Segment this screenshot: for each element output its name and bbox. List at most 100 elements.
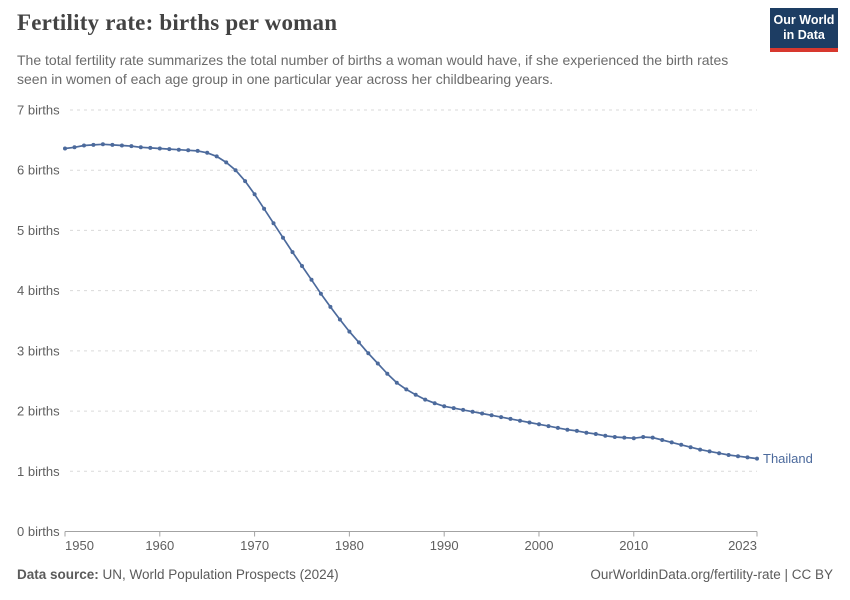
data-point[interactable]: [356, 340, 361, 345]
data-point[interactable]: [489, 413, 494, 418]
data-point[interactable]: [404, 387, 409, 392]
data-point[interactable]: [366, 351, 371, 356]
y-axis-tick-label: 0 births: [17, 524, 60, 539]
data-point[interactable]: [186, 148, 191, 153]
data-point[interactable]: [262, 206, 267, 211]
data-point[interactable]: [375, 361, 380, 366]
data-point[interactable]: [176, 147, 181, 152]
data-point[interactable]: [669, 440, 674, 445]
data-source-label: Data source:: [17, 567, 99, 582]
x-axis-tick-label: 1950: [65, 538, 94, 553]
data-point[interactable]: [555, 425, 560, 430]
x-axis-tick-label: 1980: [335, 538, 364, 553]
data-point[interactable]: [593, 432, 598, 436]
data-point[interactable]: [698, 447, 703, 452]
data-point[interactable]: [72, 145, 77, 150]
owid-logo: Our World in Data: [770, 8, 838, 52]
data-point[interactable]: [243, 179, 248, 184]
data-point[interactable]: [612, 435, 617, 439]
data-point[interactable]: [660, 438, 665, 442]
data-point[interactable]: [318, 291, 323, 296]
data-point[interactable]: [546, 424, 551, 429]
data-point[interactable]: [167, 147, 172, 152]
data-point[interactable]: [205, 150, 210, 155]
data-point[interactable]: [157, 146, 162, 151]
data-point[interactable]: [110, 142, 115, 147]
data-point[interactable]: [745, 455, 750, 460]
data-point[interactable]: [527, 420, 532, 425]
x-axis-tick-label: 1960: [145, 538, 174, 553]
data-point[interactable]: [461, 407, 466, 412]
x-axis-tick-label: 2010: [619, 538, 648, 553]
y-axis-tick-label: 1 births: [17, 464, 60, 479]
data-point[interactable]: [518, 418, 522, 423]
data-point[interactable]: [451, 406, 456, 411]
data-point[interactable]: [574, 428, 579, 433]
data-point[interactable]: [138, 145, 143, 150]
data-point[interactable]: [726, 453, 731, 457]
data-point[interactable]: [309, 277, 314, 282]
y-axis-tick-label: 4 births: [17, 283, 60, 298]
page-title: Fertility rate: births per woman: [17, 10, 338, 35]
data-point[interactable]: [480, 411, 485, 416]
data-point[interactable]: [281, 235, 285, 240]
data-point[interactable]: [631, 436, 636, 441]
data-point[interactable]: [337, 317, 342, 322]
y-axis-tick-label: 7 births: [17, 103, 60, 118]
x-axis-tick-label: 2000: [525, 538, 554, 553]
data-point[interactable]: [603, 433, 608, 438]
data-point[interactable]: [508, 416, 513, 421]
y-axis-tick-label: 3 births: [17, 343, 60, 358]
y-axis-tick-label: 2 births: [17, 404, 60, 419]
data-point[interactable]: [385, 371, 390, 376]
data-point[interactable]: [717, 451, 722, 456]
data-point[interactable]: [252, 192, 257, 197]
data-point[interactable]: [82, 143, 86, 148]
data-point[interactable]: [650, 435, 655, 440]
data-point[interactable]: [129, 144, 134, 149]
data-point[interactable]: [622, 435, 627, 440]
entity-label-thailand[interactable]: Thailand: [763, 451, 813, 466]
data-point[interactable]: [328, 304, 333, 309]
data-point[interactable]: [91, 142, 96, 147]
data-point[interactable]: [300, 264, 304, 268]
data-point[interactable]: [394, 380, 399, 385]
data-point[interactable]: [195, 148, 200, 153]
x-axis-tick-label: 1990: [430, 538, 459, 553]
data-point[interactable]: [499, 415, 504, 420]
x-axis-tick-label: 1970: [240, 538, 269, 553]
data-point[interactable]: [423, 397, 428, 402]
data-point[interactable]: [688, 445, 693, 450]
data-point[interactable]: [148, 145, 153, 150]
data-point[interactable]: [413, 392, 418, 397]
data-point[interactable]: [347, 329, 352, 334]
data-point[interactable]: [290, 250, 295, 255]
chart-subtitle: The total fertility rate summarizes the …: [17, 52, 729, 88]
data-point[interactable]: [233, 168, 238, 173]
owid-logo-line2: in Data: [783, 28, 825, 42]
data-point[interactable]: [537, 422, 541, 427]
data-point[interactable]: [442, 404, 447, 409]
data-point[interactable]: [470, 409, 475, 414]
data-point[interactable]: [736, 454, 740, 459]
data-point[interactable]: [432, 401, 437, 406]
data-point[interactable]: [100, 142, 105, 147]
data-point[interactable]: [584, 430, 589, 435]
data-point[interactable]: [119, 143, 124, 148]
data-point[interactable]: [755, 456, 759, 461]
data-point[interactable]: [224, 160, 229, 165]
data-source-note: Data source: UN, World Population Prospe…: [17, 567, 339, 582]
data-point[interactable]: [271, 221, 276, 226]
y-axis-tick-label: 6 births: [17, 163, 60, 178]
data-point[interactable]: [707, 449, 712, 454]
data-point[interactable]: [679, 442, 684, 447]
data-point[interactable]: [565, 427, 570, 432]
owid-logo-line1: Our World: [773, 13, 835, 27]
y-axis-tick-label: 5 births: [17, 223, 60, 238]
data-point[interactable]: [641, 435, 646, 439]
data-point[interactable]: [63, 146, 67, 151]
owid-url-license[interactable]: OurWorldinData.org/fertility-rate | CC B…: [590, 567, 833, 582]
data-point[interactable]: [214, 154, 219, 159]
